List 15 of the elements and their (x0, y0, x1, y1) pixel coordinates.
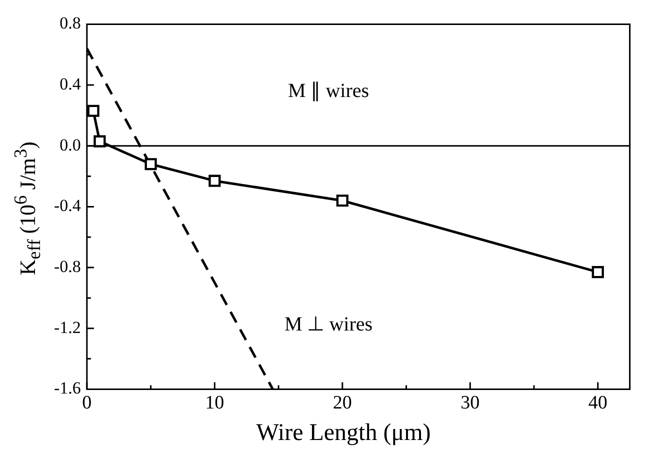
x-tick-label: 0 (82, 392, 92, 414)
y-tick-label: 0.4 (60, 74, 82, 94)
x-tick-label: 10 (205, 392, 224, 414)
y-tick-label: -0.4 (54, 196, 82, 216)
y-tick-label: -0.8 (54, 257, 81, 276)
y-tick-label: -1.2 (54, 318, 81, 337)
y-tick-label: 0.0 (60, 135, 81, 154)
x-tick-label: 20 (332, 392, 352, 414)
y-tick-label: -1.6 (54, 378, 81, 398)
x-tick-label: 40 (588, 392, 608, 414)
x-axis-title: Wire Length (μm) (255, 420, 432, 447)
annotation: M ⊥ wires (284, 314, 373, 336)
x-tick-label: 30 (460, 392, 480, 414)
y-tick-label: 0.8 (60, 14, 81, 33)
annotation: M ∥ wires (288, 80, 370, 102)
